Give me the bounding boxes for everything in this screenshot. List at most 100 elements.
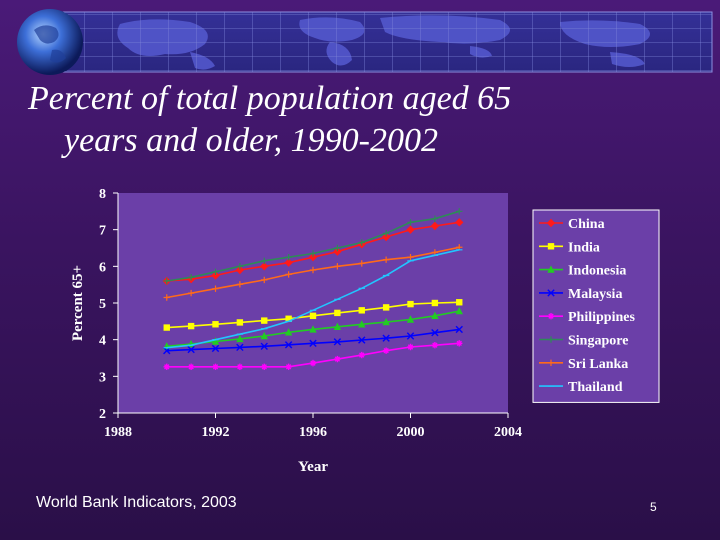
y-tick-label: 2 <box>99 407 106 422</box>
legend-box <box>532 209 660 403</box>
data-point-philippines <box>212 363 219 370</box>
y-tick-label: 4 <box>99 334 106 349</box>
x-axis-label: Year <box>298 459 328 475</box>
data-point-malaysia <box>309 339 317 348</box>
data-point-malaysia <box>284 341 293 349</box>
data-point-singapore <box>309 250 317 257</box>
data-point-india <box>407 300 414 308</box>
data-point-china <box>260 262 269 271</box>
data-point-sri-lanka <box>407 253 414 261</box>
data-point-philippines <box>261 363 268 370</box>
banner-grid <box>40 12 712 72</box>
data-point-indonesia <box>309 325 317 333</box>
data-point-philippines <box>187 363 195 370</box>
data-point-singapore <box>187 274 195 281</box>
data-point-indonesia <box>406 315 415 323</box>
data-point-malaysia <box>431 329 439 337</box>
data-point-philippines <box>236 363 244 370</box>
data-point-indonesia <box>236 334 244 343</box>
data-point-india <box>285 315 292 322</box>
data-point-sri-lanka <box>236 281 244 288</box>
legend-label-philippines: Philippines <box>568 310 635 325</box>
data-point-malaysia <box>163 346 171 355</box>
data-point-singapore <box>334 244 341 252</box>
data-point-sri-lanka <box>187 289 195 297</box>
legend-label-malaysia: Malaysia <box>568 287 622 302</box>
data-point-malaysia <box>187 345 195 354</box>
data-point-indonesia <box>358 320 366 328</box>
title-line-2: years and older, 1990-2002 <box>64 122 438 159</box>
data-point-philippines <box>358 351 365 359</box>
data-point-india <box>236 319 244 326</box>
data-point-india <box>456 299 463 306</box>
legend-label-india: India <box>568 240 600 255</box>
data-point-malaysia <box>236 343 244 352</box>
data-point-philippines <box>382 347 390 354</box>
legend-label-indonesia: Indonesia <box>568 264 626 279</box>
data-point-india <box>334 309 341 317</box>
data-point-malaysia <box>382 334 390 342</box>
data-point-sri-lanka <box>309 266 317 274</box>
data-point-malaysia <box>211 344 220 353</box>
y-tick-label: 3 <box>99 370 106 385</box>
globe-continents <box>34 25 66 63</box>
legend-label-sri-lanka: Sri Lanka <box>568 357 628 372</box>
header-banner <box>17 9 713 75</box>
data-point-malaysia <box>358 336 366 344</box>
data-point-sri-lanka <box>382 256 390 263</box>
data-point-indonesia <box>333 322 342 331</box>
data-point-singapore <box>382 230 390 237</box>
data-point-singapore <box>285 253 292 261</box>
data-point-singapore <box>212 268 219 276</box>
data-point-sri-lanka <box>163 294 170 301</box>
data-point-indonesia <box>284 328 293 336</box>
legend-label-singapore: Singapore <box>568 334 628 349</box>
y-axis-label: Percent 65+ <box>70 265 86 341</box>
data-point-philippines <box>163 363 170 370</box>
plot-area-group: 2 3 4 5 6 7 8 1988 1992 1996 2000 2004 Year Percent 6… <box>70 187 522 475</box>
data-point-singapore <box>431 215 439 222</box>
data-point-philippines <box>285 363 292 370</box>
data-point-sri-lanka <box>212 285 219 292</box>
data-point-china <box>308 252 318 262</box>
legend-marker-malaysia <box>547 289 555 297</box>
data-point-singapore <box>358 239 365 246</box>
y-tick-label: 7 <box>99 224 106 239</box>
data-point-indonesia <box>382 317 390 326</box>
data-point-indonesia <box>431 311 439 320</box>
data-point-malaysia <box>333 338 342 346</box>
data-point-indonesia <box>455 306 463 315</box>
data-point-india <box>309 312 317 320</box>
data-point-sri-lanka <box>285 271 292 278</box>
source-note: World Bank Indicators, 2003 <box>36 494 237 511</box>
legend-marker-sri-lanka <box>547 359 555 366</box>
data-point-china <box>235 265 245 275</box>
data-point-philippines <box>456 340 463 347</box>
data-point-philippines <box>309 359 317 367</box>
legend-label-thailand: Thailand <box>568 380 623 395</box>
x-tick-label: 1988 <box>104 425 132 440</box>
data-point-sri-lanka <box>334 263 341 270</box>
data-point-china <box>333 247 342 256</box>
data-point-china <box>284 258 293 267</box>
data-point-china <box>211 271 220 280</box>
y-tick-label: 8 <box>99 187 106 202</box>
data-point-indonesia <box>211 337 220 345</box>
data-point-philippines <box>431 341 439 349</box>
y-tick-label: 6 <box>99 260 106 275</box>
data-point-sri-lanka <box>261 276 268 284</box>
slide-title: Percent of total population aged 65 year… <box>28 78 668 162</box>
data-point-india <box>431 299 439 307</box>
data-point-malaysia <box>455 325 463 334</box>
legend: China India Indonesia Malaysia Philippines Si… <box>532 209 660 403</box>
data-point-sri-lanka <box>358 260 365 267</box>
data-point-india <box>261 317 268 324</box>
legend-marker-china <box>546 218 556 228</box>
y-tick-label: 5 <box>99 297 106 312</box>
legend-marker-indonesia <box>547 265 555 273</box>
data-point-india <box>187 322 195 330</box>
data-point-singapore <box>163 277 170 285</box>
data-point-india <box>358 307 365 314</box>
data-point-indonesia <box>260 331 268 340</box>
data-point-singapore <box>261 257 268 265</box>
